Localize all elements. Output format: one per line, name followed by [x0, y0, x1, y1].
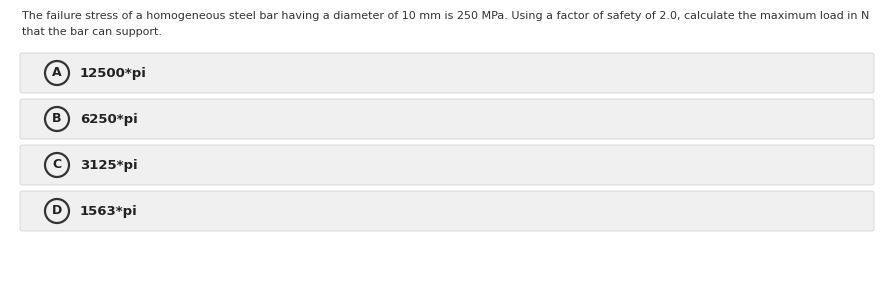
FancyBboxPatch shape — [20, 145, 874, 185]
FancyBboxPatch shape — [20, 53, 874, 93]
FancyBboxPatch shape — [20, 191, 874, 231]
Text: 1563*pi: 1563*pi — [80, 205, 138, 217]
Text: D: D — [52, 205, 62, 217]
Circle shape — [45, 199, 69, 223]
Circle shape — [45, 61, 69, 85]
Text: A: A — [52, 67, 62, 79]
Circle shape — [45, 153, 69, 177]
Text: 6250*pi: 6250*pi — [80, 113, 138, 125]
Text: 3125*pi: 3125*pi — [80, 159, 138, 171]
FancyBboxPatch shape — [20, 99, 874, 139]
Text: 12500*pi: 12500*pi — [80, 67, 147, 79]
Text: B: B — [52, 113, 62, 125]
Text: C: C — [53, 159, 62, 171]
Text: The failure stress of a homogeneous steel bar having a diameter of 10 mm is 250 : The failure stress of a homogeneous stee… — [22, 11, 869, 21]
Circle shape — [45, 107, 69, 131]
Text: that the bar can support.: that the bar can support. — [22, 27, 162, 37]
